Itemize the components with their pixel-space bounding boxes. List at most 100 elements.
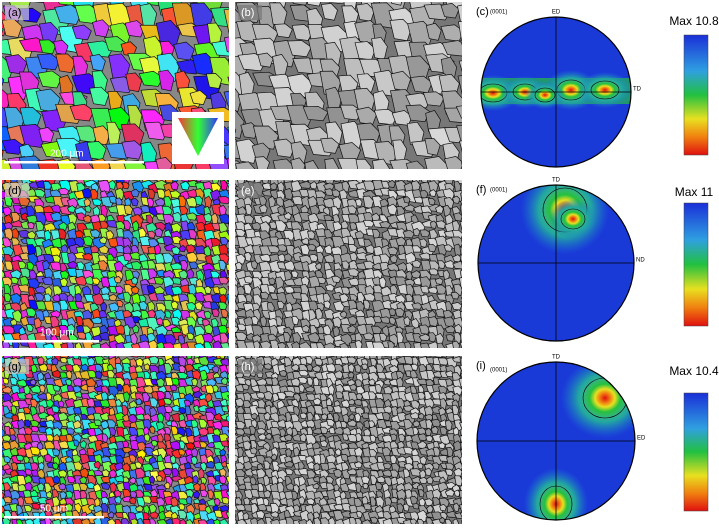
grain: [38, 363, 49, 372]
grain: [122, 440, 130, 449]
panel-label-bg: [5, 183, 29, 198]
grain: [442, 269, 450, 281]
grain: [445, 334, 455, 342]
grain: [460, 449, 462, 458]
grain: [292, 2, 308, 6]
grain: [97, 260, 109, 271]
grain: [225, 511, 229, 518]
grain: [411, 259, 422, 268]
grain: [226, 394, 229, 399]
grain: [147, 300, 156, 314]
projection-label: (0001): [490, 188, 507, 194]
grain: [9, 434, 17, 442]
grain: [269, 2, 288, 27]
grain: [255, 510, 266, 519]
grain: [235, 462, 245, 471]
grain: [91, 293, 105, 306]
grain: [190, 447, 199, 458]
grain: [439, 398, 447, 411]
grain: [71, 24, 92, 41]
grain: [412, 426, 419, 436]
grain: [11, 462, 19, 472]
grain: [191, 369, 202, 380]
grain: [461, 162, 462, 167]
grain: [138, 356, 144, 358]
grain: [2, 27, 4, 34]
grain: [45, 399, 55, 408]
grain: [2, 276, 13, 288]
grain: [394, 307, 405, 318]
grain: [58, 2, 78, 7]
grain: [362, 195, 374, 209]
grain: [332, 325, 340, 338]
grain: [155, 421, 165, 431]
grain: [226, 378, 229, 383]
grain: [428, 268, 440, 276]
grain: [228, 206, 229, 210]
grain: [374, 398, 385, 410]
grain: [218, 260, 227, 271]
grain: [217, 196, 229, 205]
grain: [402, 196, 411, 204]
grain: [2, 180, 6, 185]
grain: [227, 453, 229, 460]
grain: [302, 106, 329, 122]
grain: [219, 358, 229, 367]
grain: [317, 276, 327, 285]
scale-bar-label: 100 μm: [40, 328, 74, 339]
grain: [381, 411, 391, 421]
grain: [312, 482, 320, 490]
grain: [331, 235, 346, 249]
grain: [441, 356, 448, 358]
grain: [65, 427, 76, 435]
grain: [404, 341, 412, 348]
grain: [354, 412, 362, 423]
grain: [2, 428, 6, 438]
grain: [242, 440, 252, 451]
grain: [443, 244, 453, 252]
grain: [365, 309, 376, 319]
grain: [52, 254, 61, 263]
grain: [254, 156, 270, 169]
grain: [319, 440, 329, 448]
grain: [411, 356, 419, 367]
grain: [34, 285, 47, 294]
grain: [23, 505, 33, 513]
grain: [146, 284, 156, 295]
grain: [131, 220, 140, 232]
grain: [80, 363, 89, 372]
grain: [452, 260, 462, 270]
grain: [389, 254, 398, 264]
grain: [139, 3, 158, 29]
grain: [108, 435, 117, 444]
grain: [44, 510, 53, 517]
grain: [243, 283, 253, 295]
grain: [71, 454, 82, 464]
grain: [309, 181, 318, 190]
grain: [451, 356, 462, 363]
grain: [226, 230, 229, 236]
grain: [453, 332, 462, 344]
grain: [17, 496, 25, 507]
grain: [445, 462, 455, 471]
grain: [263, 460, 271, 471]
grain: [305, 518, 314, 524]
grain: [164, 411, 171, 422]
grain: [228, 255, 229, 257]
grain: [424, 427, 432, 437]
grain: [450, 356, 453, 357]
grain-map: (h): [235, 356, 462, 524]
grain: [277, 253, 286, 263]
grain: [147, 268, 158, 281]
grain: [328, 516, 336, 524]
grain: [218, 475, 227, 485]
grain: [301, 324, 310, 333]
grain: [382, 462, 392, 470]
grain: [76, 261, 85, 271]
grain: [81, 252, 94, 261]
grain: [120, 517, 130, 524]
grain: [57, 400, 65, 408]
grain: [299, 412, 308, 420]
grain: [427, 243, 437, 253]
grain: [127, 105, 143, 130]
